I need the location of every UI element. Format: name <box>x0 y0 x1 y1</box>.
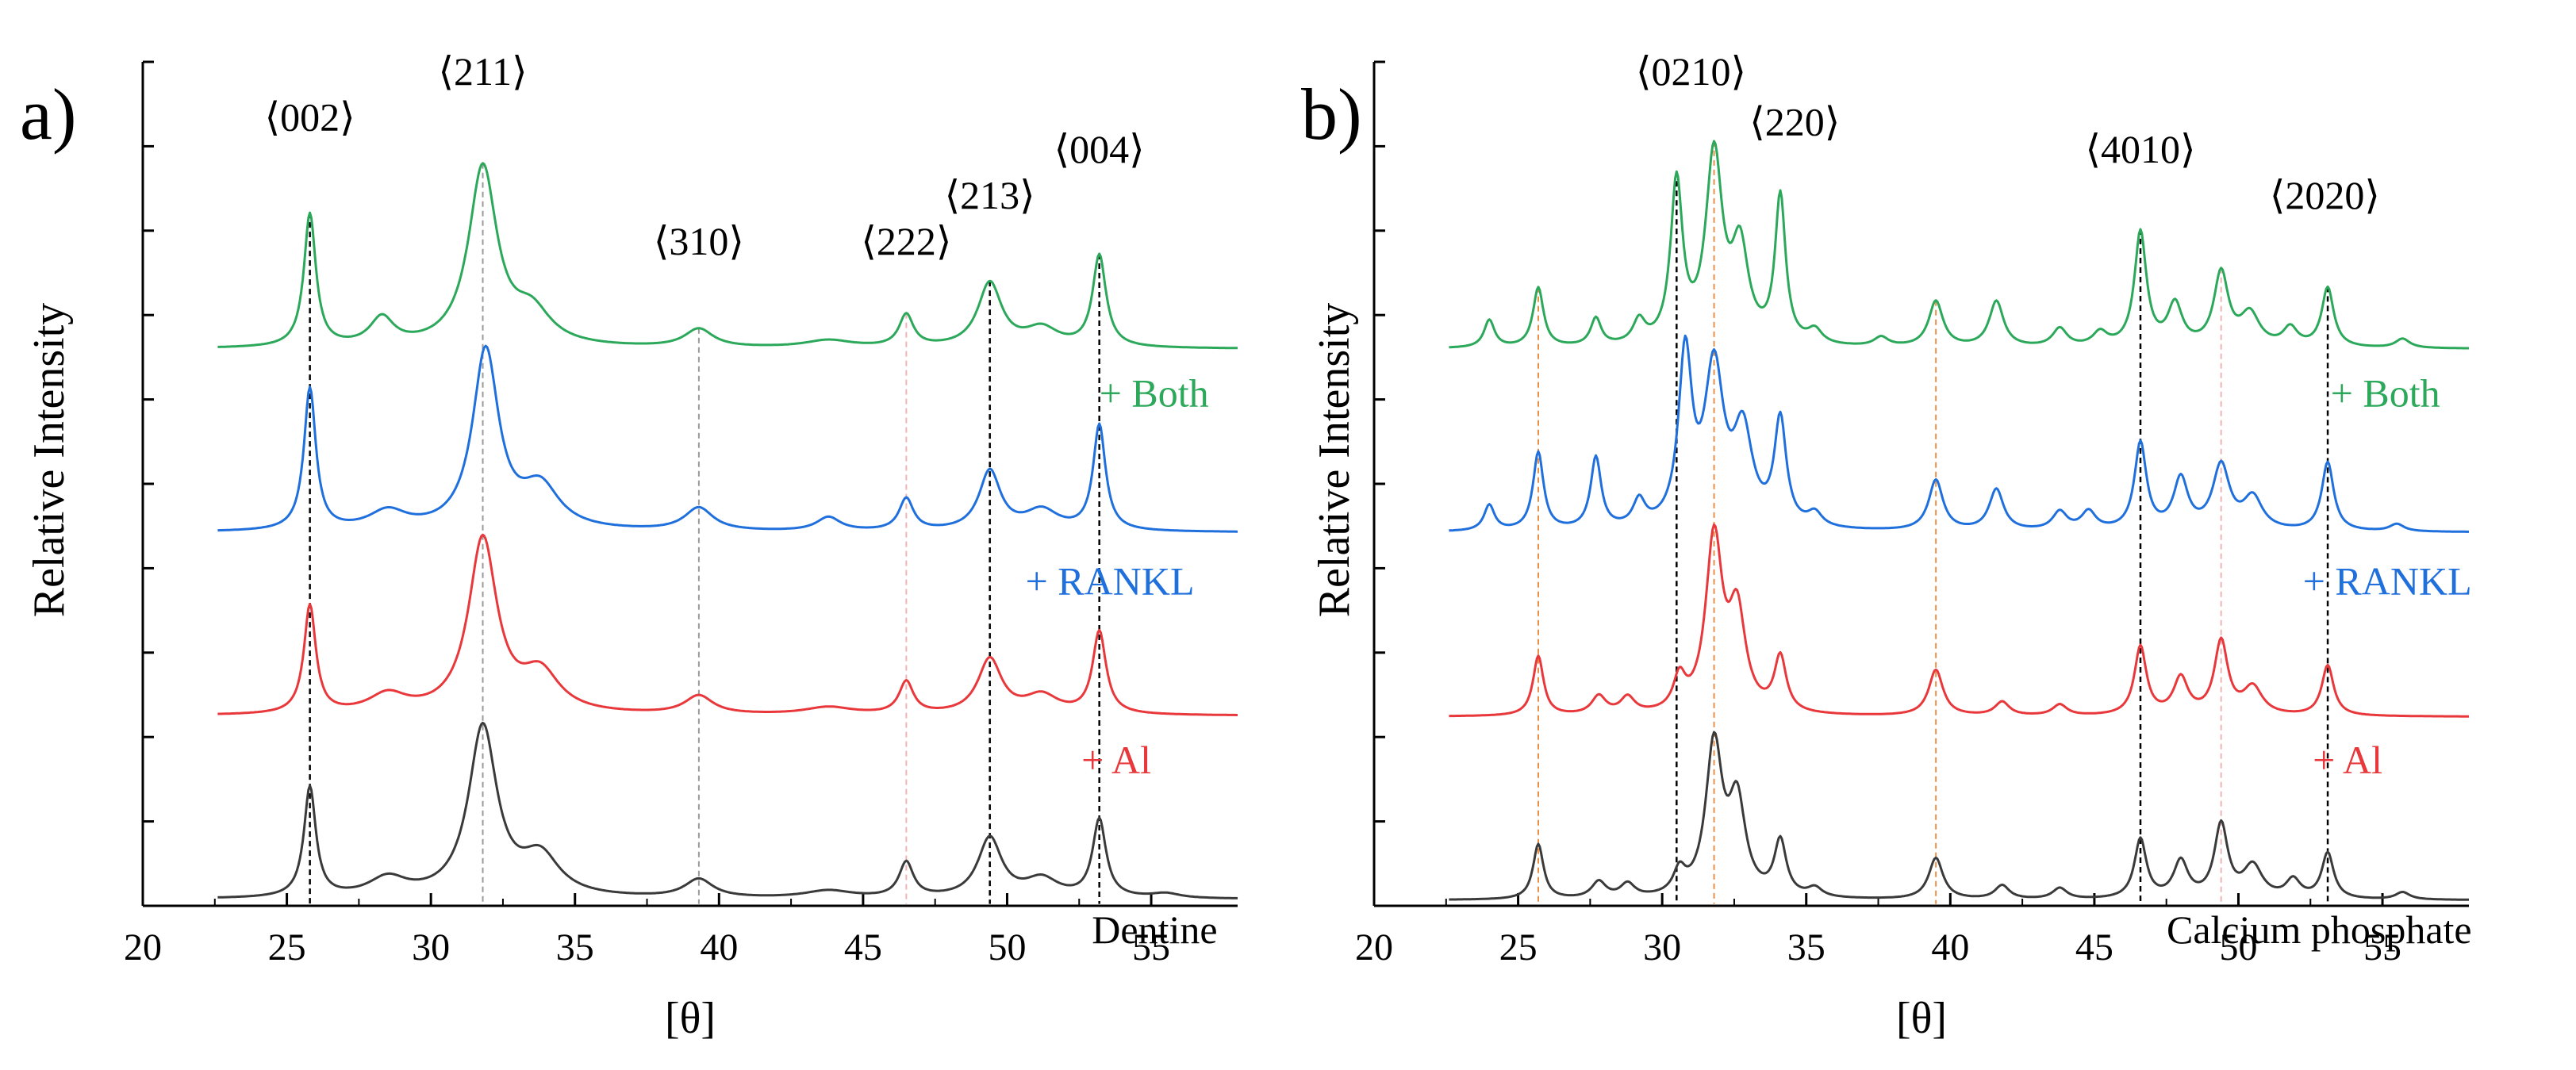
x-tick-label: 35 <box>1787 926 1825 968</box>
series-label: + Al <box>1081 738 1151 782</box>
panel-label: b) <box>1301 74 1362 155</box>
peak-label: ⟨2020⟩ <box>2270 173 2380 217</box>
peak-label: ⟨002⟩ <box>265 95 355 140</box>
x-tick-label: 50 <box>988 926 1026 968</box>
x-tick-label: 20 <box>1355 926 1393 968</box>
peak-label: ⟨220⟩ <box>1749 100 1840 144</box>
series-label: + RANKL <box>1026 558 1195 603</box>
x-tick-label: 25 <box>268 926 306 968</box>
series-line-both <box>217 162 1238 350</box>
series-label: + Both <box>2331 370 2440 415</box>
x-tick-label: 45 <box>2075 926 2113 968</box>
series-line-both <box>1449 140 2469 350</box>
series-label: + Both <box>1100 370 1209 415</box>
x-tick-label: 20 <box>124 926 162 968</box>
x-tick-label: 55 <box>1132 926 1170 968</box>
y-axis-title: Relative Intensity <box>25 303 74 618</box>
series-line-al <box>1449 523 2469 718</box>
x-tick-label: 55 <box>2363 926 2401 968</box>
panel-b: 20 25 30 35 40 45 50 55 [θ] Relative Intensity b) C… <box>1301 49 2472 1043</box>
panel-label: a) <box>20 74 76 155</box>
series-label: + RANKL <box>2303 558 2472 603</box>
x-tick-label: 45 <box>844 926 882 968</box>
x-tick-label: 25 <box>1499 926 1538 968</box>
panel-a: 20 25 30 35 40 45 50 55 [θ] Relative Intensity a) D… <box>20 49 1238 1043</box>
series-line-dentine <box>217 721 1238 899</box>
x-tick-label: 35 <box>556 926 594 968</box>
x-tick-label: 40 <box>1931 926 1969 968</box>
x-axis-title: [θ] <box>1896 994 1947 1043</box>
peak-label: ⟨0210⟩ <box>1636 49 1746 94</box>
peak-label: ⟨004⟩ <box>1054 127 1145 171</box>
x-tick-label: 50 <box>2219 926 2257 968</box>
peak-label: ⟨213⟩ <box>945 173 1035 217</box>
peak-label: ⟨222⟩ <box>861 219 951 263</box>
series-label: + Al <box>2313 738 2382 782</box>
x-tick-label: 30 <box>1643 926 1681 968</box>
y-axis-title: Relative Intensity <box>1310 303 1359 618</box>
series-label: Dentine <box>1092 907 1217 952</box>
x-tick-label: 30 <box>412 926 450 968</box>
peak-label: ⟨4010⟩ <box>2085 127 2195 171</box>
series-line-rankl <box>217 344 1238 533</box>
x-axis-title: [θ] <box>665 994 716 1043</box>
series-label: Calcium phosphate <box>2167 907 2472 952</box>
peak-label: ⟨310⟩ <box>654 219 744 263</box>
series-line-al <box>217 533 1238 716</box>
series-line-rankl <box>1449 334 2469 533</box>
x-tick-label: 40 <box>700 926 738 968</box>
series-line-calcium-phosphate <box>1449 731 2469 901</box>
peak-label: ⟨211⟩ <box>438 49 527 94</box>
